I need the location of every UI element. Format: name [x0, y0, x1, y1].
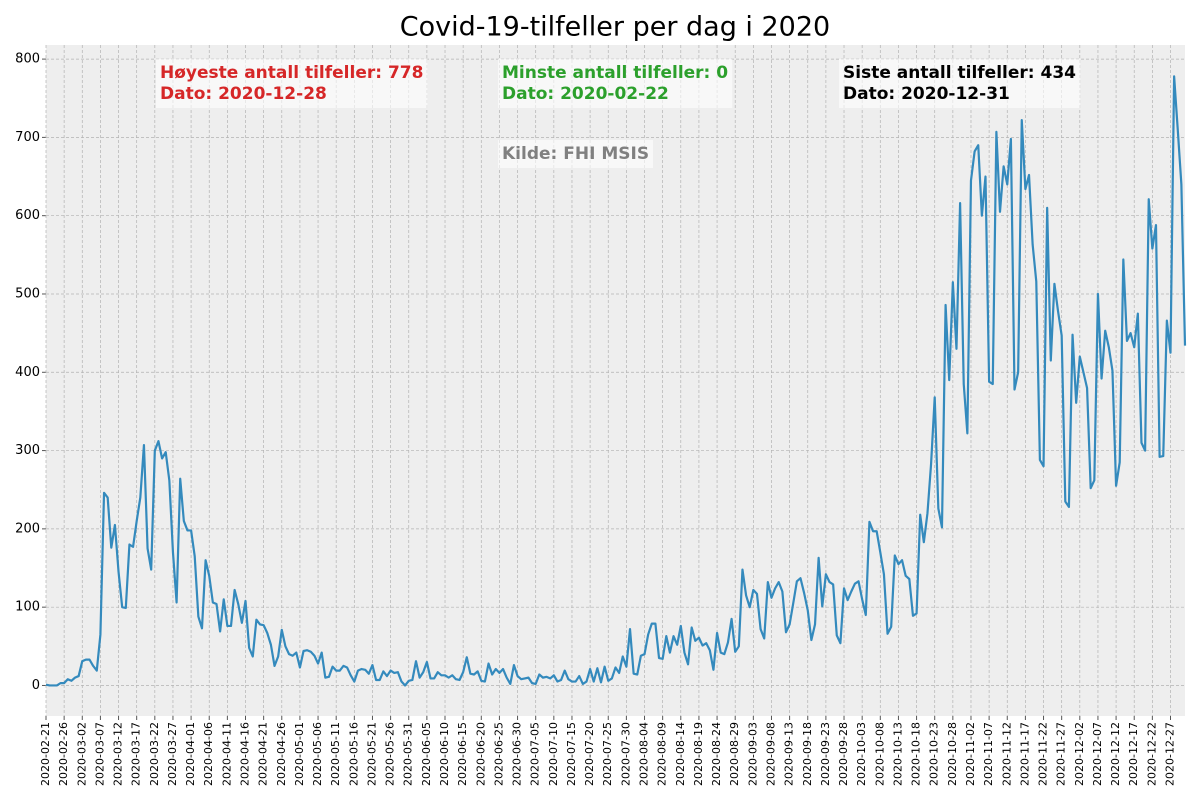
- x-tick-label: 2020-03-17: [130, 722, 143, 786]
- x-tick-label: 2020-05-26: [384, 722, 397, 786]
- x-tick-label: 2020-07-05: [529, 722, 542, 786]
- x-tick-label: 2020-05-16: [347, 722, 360, 786]
- x-tick-label: 2020-03-27: [166, 722, 179, 786]
- annotation-text: Høyeste antall tilfeller: 778: [160, 63, 423, 83]
- x-tick-label: 2020-05-11: [329, 722, 342, 786]
- chart-title: Covid-19-tilfeller per dag i 2020: [400, 12, 830, 43]
- x-tick-label: 2020-10-08: [873, 722, 886, 786]
- x-tick-label: 2020-12-07: [1091, 722, 1104, 786]
- x-tick-label: 2020-06-30: [511, 722, 524, 786]
- x-tick-label: 2020-11-07: [982, 722, 995, 786]
- y-tick-label: 100: [15, 600, 40, 615]
- x-tick-label: 2020-10-28: [946, 722, 959, 786]
- x-tick-label: 2020-02-21: [39, 722, 52, 786]
- x-tick-label: 2020-09-13: [783, 722, 796, 786]
- x-tick-label: 2020-07-10: [547, 722, 560, 786]
- x-tick-label: 2020-10-13: [891, 722, 904, 786]
- data-line: [45, 75, 1187, 687]
- x-tick-label: 2020-08-29: [728, 722, 741, 786]
- x-tick-label: 2020-03-07: [93, 722, 106, 786]
- x-tick-label: 2020-05-21: [365, 722, 378, 786]
- x-tick-label: 2020-11-22: [1037, 722, 1050, 786]
- y-tick-label: 500: [15, 286, 40, 301]
- x-tick-label: 2020-06-15: [456, 722, 469, 786]
- annotation-text: Siste antall tilfeller: 434: [843, 63, 1076, 83]
- x-tick-label: 2020-12-12: [1109, 722, 1122, 786]
- x-tick-label: 2020-09-18: [801, 722, 814, 786]
- x-tick-label: 2020-07-15: [565, 722, 578, 786]
- x-tick-label: 2020-07-25: [601, 722, 614, 786]
- x-tick-label: 2020-09-08: [764, 722, 777, 786]
- x-tick-label: 2020-12-17: [1127, 722, 1140, 786]
- x-tick-label: 2020-05-01: [293, 722, 306, 786]
- y-tick-label: 700: [15, 130, 40, 145]
- x-tick-label: 2020-11-12: [1000, 722, 1013, 786]
- annotation-box: [839, 59, 1081, 108]
- x-tick-label: 2020-12-02: [1073, 722, 1086, 786]
- y-tick-label: 400: [15, 365, 40, 380]
- annotation-box: [156, 59, 428, 108]
- x-tick-label: 2020-02-26: [57, 722, 70, 786]
- x-tick-label: 2020-04-26: [275, 722, 288, 786]
- x-tick-label: 2020-12-22: [1145, 722, 1158, 786]
- x-tick-label: 2020-04-16: [239, 722, 252, 786]
- x-tick-label: 2020-07-20: [583, 722, 596, 786]
- x-tick-label: 2020-12-27: [1163, 722, 1176, 786]
- annotation-text: Dato: 2020-02-22: [502, 84, 669, 104]
- x-tick-label: 2020-11-27: [1055, 722, 1068, 786]
- x-tick-label: 2020-03-12: [112, 722, 125, 786]
- y-tick-label: 200: [15, 521, 40, 536]
- annotation-box: [498, 59, 733, 108]
- y-tick-label: 600: [15, 208, 40, 223]
- annotation: Kilde: FHI MSIS: [498, 140, 654, 168]
- x-tick-label: 2020-05-06: [311, 722, 324, 786]
- annotation-text: Minste antall tilfeller: 0: [502, 63, 728, 83]
- x-tick-label: 2020-08-09: [656, 722, 669, 786]
- x-tick-label: 2020-06-10: [438, 722, 451, 786]
- x-tick-label: 2020-10-18: [910, 722, 923, 786]
- x-tick-label: 2020-03-02: [75, 722, 88, 786]
- x-tick-label: 2020-08-24: [710, 722, 723, 786]
- x-tick-label: 2020-04-21: [257, 722, 270, 786]
- x-tick-label: 2020-06-25: [492, 722, 505, 786]
- x-tick-label: 2020-09-03: [746, 722, 759, 786]
- x-tick-label: 2020-04-11: [220, 722, 233, 786]
- x-tick-label: 2020-06-05: [420, 722, 433, 786]
- x-tick-label: 2020-10-03: [855, 722, 868, 786]
- x-tick-label: 2020-03-22: [148, 722, 161, 786]
- x-tick-label: 2020-11-02: [964, 722, 977, 786]
- x-tick-label: 2020-08-19: [692, 722, 705, 786]
- x-tick-label: 2020-09-28: [837, 722, 850, 786]
- x-tick-label: 2020-04-06: [202, 722, 215, 786]
- annotation-text: Dato: 2020-12-31: [843, 84, 1010, 104]
- x-tick-label: 2020-11-17: [1018, 722, 1031, 786]
- x-tick-label: 2020-09-23: [819, 722, 832, 786]
- x-tick-label: 2020-06-20: [474, 722, 487, 786]
- x-tick-label: 2020-08-04: [638, 722, 651, 786]
- x-tick-label: 2020-04-01: [184, 722, 197, 786]
- x-tick-label: 2020-10-23: [928, 722, 941, 786]
- x-tick-label: 2020-08-14: [674, 722, 687, 786]
- annotation-text: Kilde: FHI MSIS: [502, 144, 649, 164]
- y-tick-label: 0: [32, 678, 40, 693]
- annotation-text: Dato: 2020-12-28: [160, 84, 327, 104]
- x-tick-label: 2020-05-31: [402, 722, 415, 786]
- x-tick-label: 2020-07-30: [619, 722, 632, 786]
- y-tick-label: 300: [15, 443, 40, 458]
- y-tick-label: 800: [15, 52, 40, 67]
- annotation-box: [498, 140, 654, 168]
